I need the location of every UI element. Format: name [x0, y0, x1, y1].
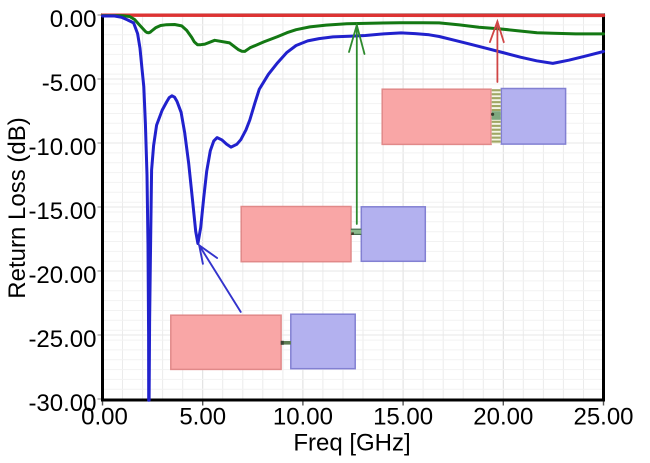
svg-text:-25.00: -25.00 [28, 326, 96, 353]
svg-text:5.00: 5.00 [179, 404, 226, 431]
svg-text:-15.00: -15.00 [28, 198, 96, 225]
svg-text:0.00: 0.00 [50, 6, 97, 33]
svg-text:-20.00: -20.00 [28, 262, 96, 289]
svg-text:-30.00: -30.00 [28, 390, 96, 417]
svg-text:-10.00: -10.00 [28, 134, 96, 161]
svg-text:-5.00: -5.00 [42, 70, 97, 97]
svg-text:0.00: 0.00 [81, 404, 128, 431]
svg-text:10.00: 10.00 [273, 404, 333, 431]
svg-text:20.00: 20.00 [473, 404, 533, 431]
svg-text:25.00: 25.00 [573, 404, 633, 431]
svg-text:Freq [GHz]: Freq [GHz] [293, 430, 410, 457]
svg-text:15.00: 15.00 [373, 404, 433, 431]
svg-text:Return Loss (dB): Return Loss (dB) [4, 117, 31, 298]
